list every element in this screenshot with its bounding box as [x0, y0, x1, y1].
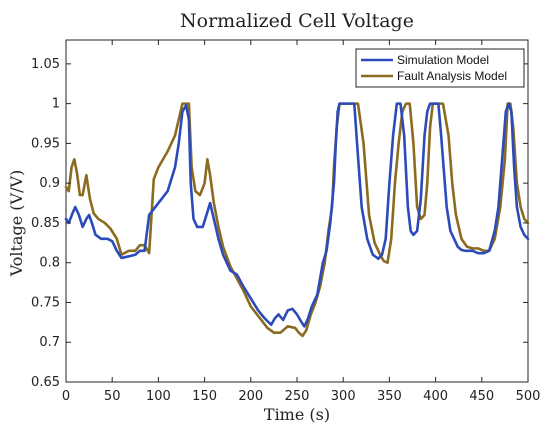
y-axis-label: Voltage (V/V) [7, 170, 26, 278]
y-tick-label: 0.75 [31, 295, 60, 310]
x-tick-label: 500 [516, 389, 541, 404]
legend-box [355, 48, 525, 88]
x-tick-label: 200 [238, 389, 263, 404]
x-tick-label: 250 [285, 389, 310, 404]
x-tick-label: 350 [377, 389, 402, 404]
plot-frame [65, 39, 529, 383]
legend: Simulation Model Fault Analysis Model [355, 48, 525, 88]
x-tick-label: 150 [192, 389, 217, 404]
chart-title: Normalized Cell Voltage [180, 10, 414, 32]
series-line-1 [64, 102, 530, 328]
y-tick-label: 0.95 [31, 136, 60, 151]
y-tick-label: 1 [52, 97, 60, 112]
y-tick-label: 0.9 [39, 176, 60, 191]
x-tick-label: 300 [331, 389, 356, 404]
plot-area [64, 39, 530, 383]
legend-label: Fault Analysis Model [397, 69, 507, 83]
y-axis: 0.65 0.7 0.75 0.8 0.85 0.9 0.95 1 1.05 [31, 57, 528, 390]
x-tick-label: 400 [423, 389, 448, 404]
y-tick-label: 0.7 [39, 335, 60, 350]
x-axis-label: Time (s) [264, 405, 330, 424]
y-tick-label: 1.05 [31, 57, 60, 72]
x-tick-label: 0 [62, 389, 70, 404]
x-axis: 0 50 100 150 200 250 300 350 400 450 500 [62, 40, 541, 404]
x-tick-label: 100 [146, 389, 171, 404]
x-tick-label: 50 [104, 389, 121, 404]
y-tick-label: 0.65 [31, 375, 60, 390]
x-tick-label: 450 [469, 389, 494, 404]
series-line-2 [64, 102, 530, 338]
y-tick-label: 0.85 [31, 216, 60, 231]
y-tick-label: 0.8 [39, 256, 60, 271]
legend-label: Simulation Model [397, 53, 489, 67]
